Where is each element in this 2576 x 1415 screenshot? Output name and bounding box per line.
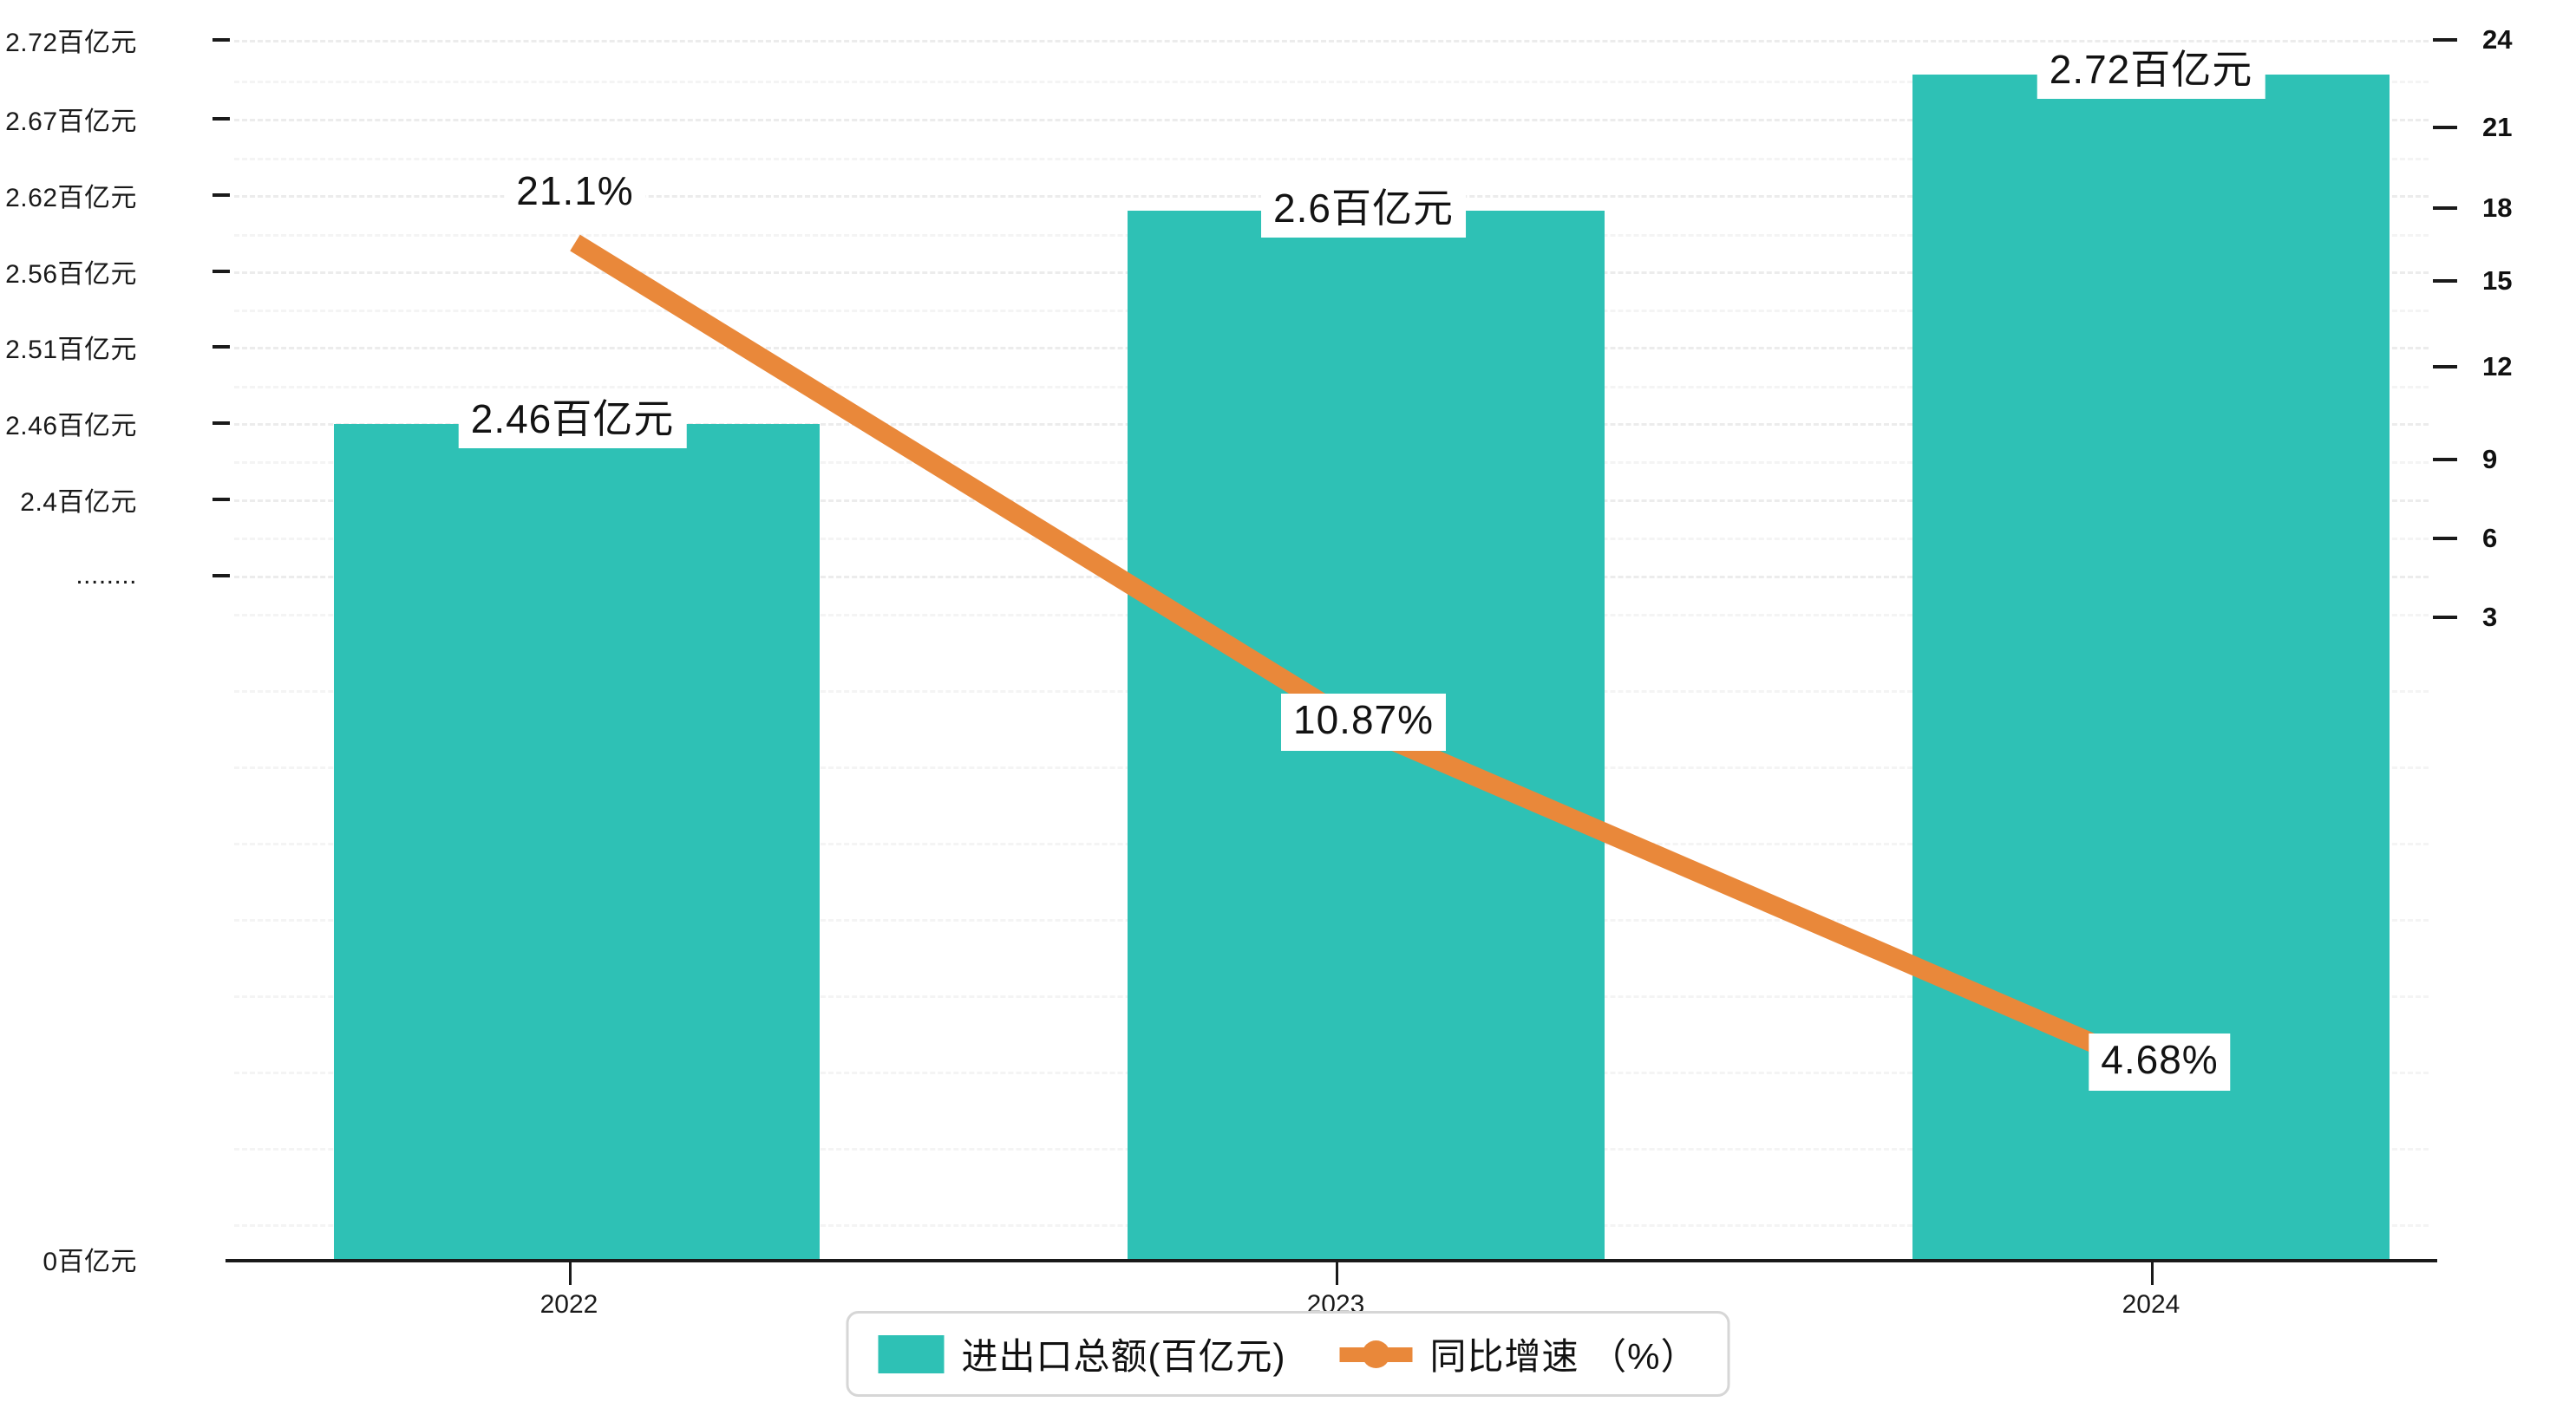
- y-left-tick-5: [212, 421, 230, 425]
- y-left-label-5: 2.46百亿元: [5, 412, 137, 440]
- y-right-tick-1: [2433, 126, 2457, 129]
- x-tick-2024: [2151, 1262, 2154, 1285]
- gridline-major: [234, 119, 2429, 121]
- x-tick-2023: [1336, 1262, 1338, 1285]
- bar-value-label-2024: 2.72百亿元: [2037, 45, 2265, 100]
- y-right-tick-0: [2433, 38, 2457, 42]
- y-left-label-0: 2.72百亿元: [5, 29, 137, 57]
- y-right-tick-2: [2433, 206, 2457, 210]
- y-right-tick-7: [2433, 616, 2457, 619]
- legend-item-bar-series[interactable]: 进出口总额(百亿元): [878, 1327, 1286, 1380]
- y-right-tick-3: [2433, 279, 2457, 283]
- bar-2022[interactable]: [334, 424, 820, 1259]
- chart-legend[interactable]: 进出口总额(百亿元) 同比增速 （%）: [846, 1311, 1730, 1397]
- y-left-tick-3: [212, 270, 230, 273]
- y-left-tick-4: [212, 345, 230, 349]
- y-right-label-3: 15: [2482, 265, 2513, 296]
- y-left-tick-1: [212, 117, 230, 121]
- y-left-label-7: ........: [75, 561, 137, 590]
- bar-value-label-2022: 2.46百亿元: [458, 395, 687, 449]
- x-axis-baseline: [226, 1259, 2437, 1262]
- gridline-minor: [234, 81, 2429, 83]
- y-left-tick-7: [212, 574, 230, 577]
- y-left-tick-0: [212, 38, 230, 42]
- y-right-label-0: 24: [2482, 24, 2513, 55]
- x-axis-label-2022: 2022: [539, 1290, 598, 1319]
- y-right-label-1: 21: [2482, 112, 2513, 142]
- line-value-label-2024: 4.68%: [2089, 1034, 2231, 1092]
- line-swatch-icon: [1339, 1335, 1413, 1373]
- y-left-label-4: 2.51百亿元: [5, 336, 137, 364]
- y-right-label-6: 6: [2482, 523, 2498, 553]
- line-value-label-2022: 21.1%: [504, 165, 646, 223]
- legend-label-bar-series: 进出口总额(百亿元): [961, 1336, 1286, 1377]
- legend-item-line-series[interactable]: 同比增速 （%）: [1339, 1327, 1697, 1380]
- y-left-tick-6: [212, 498, 230, 501]
- gridline-minor: [234, 158, 2429, 160]
- x-tick-2022: [569, 1262, 572, 1285]
- y-left-tick-2: [212, 193, 230, 197]
- y-left-label-8: 0百亿元: [42, 1248, 137, 1276]
- bar-value-label-2023: 2.6百亿元: [1261, 184, 1466, 238]
- line-value-label-2023: 10.87%: [1280, 694, 1447, 752]
- legend-label-line-series: 同比增速 （%）: [1429, 1336, 1698, 1377]
- y-right-tick-6: [2433, 537, 2457, 540]
- y-right-label-4: 12: [2482, 351, 2513, 381]
- y-left-label-1: 2.67百亿元: [5, 108, 137, 136]
- y-right-label-5: 9: [2482, 444, 2498, 474]
- y-right-tick-4: [2433, 365, 2457, 368]
- y-right-label-2: 18: [2482, 192, 2513, 223]
- gridline-major: [234, 40, 2429, 42]
- y-right-tick-5: [2433, 458, 2457, 461]
- bar-swatch-icon: [878, 1334, 945, 1373]
- y-left-label-2: 2.62百亿元: [5, 184, 137, 212]
- x-axis-label-2024: 2024: [2122, 1290, 2180, 1319]
- y-left-label-3: 2.56百亿元: [5, 260, 137, 289]
- y-right-label-7: 3: [2482, 602, 2498, 632]
- y-left-label-6: 2.4百亿元: [20, 488, 137, 517]
